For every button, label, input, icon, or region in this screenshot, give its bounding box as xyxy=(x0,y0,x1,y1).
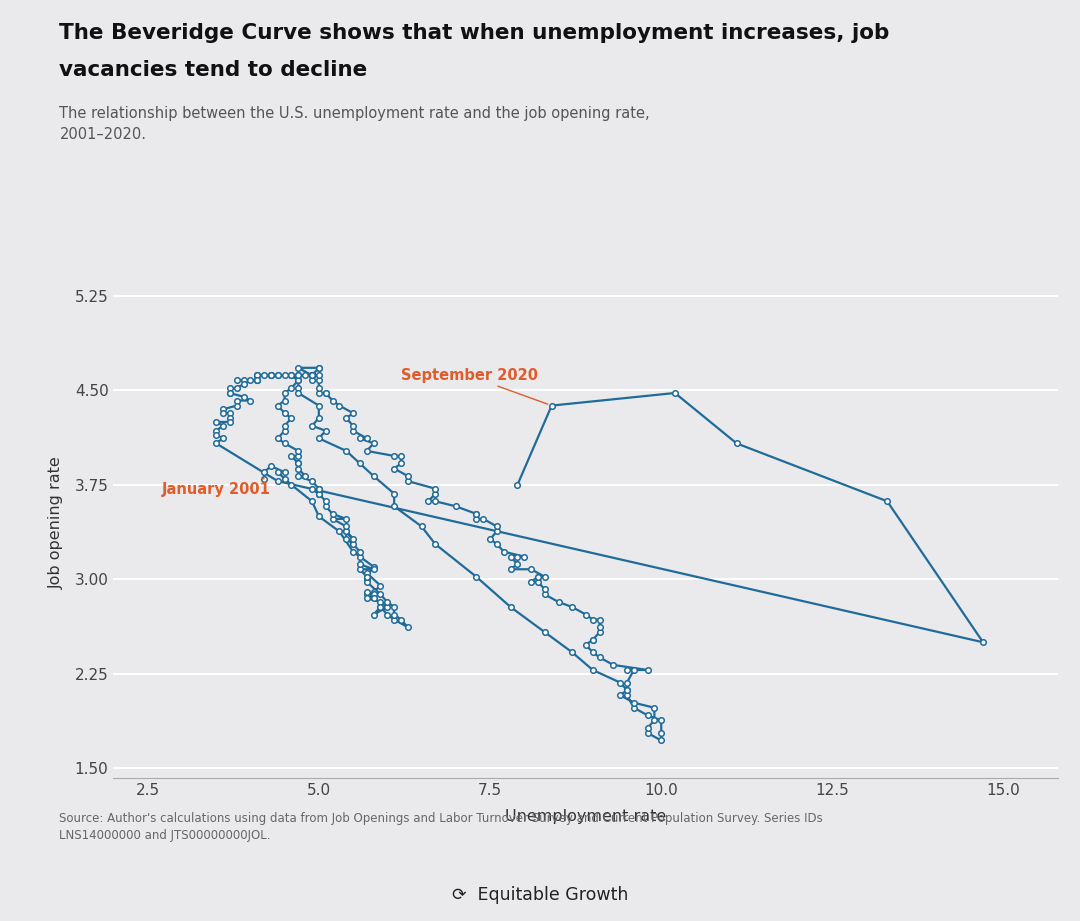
Text: The Beveridge Curve shows that when unemployment increases, job: The Beveridge Curve shows that when unem… xyxy=(59,23,890,43)
Text: The relationship between the U.S. unemployment rate and the job opening rate,
20: The relationship between the U.S. unempl… xyxy=(59,106,650,142)
Text: January 2001: January 2001 xyxy=(161,479,270,496)
Text: ⟳  Equitable Growth: ⟳ Equitable Growth xyxy=(451,886,629,904)
Text: Source: Author's calculations using data from Job Openings and Labor Turnover Su: Source: Author's calculations using data… xyxy=(59,812,823,843)
X-axis label: Unemployment rate: Unemployment rate xyxy=(505,810,666,824)
Text: vacancies tend to decline: vacancies tend to decline xyxy=(59,60,367,80)
Text: September 2020: September 2020 xyxy=(401,368,548,404)
Y-axis label: Job opening rate: Job opening rate xyxy=(49,456,64,589)
